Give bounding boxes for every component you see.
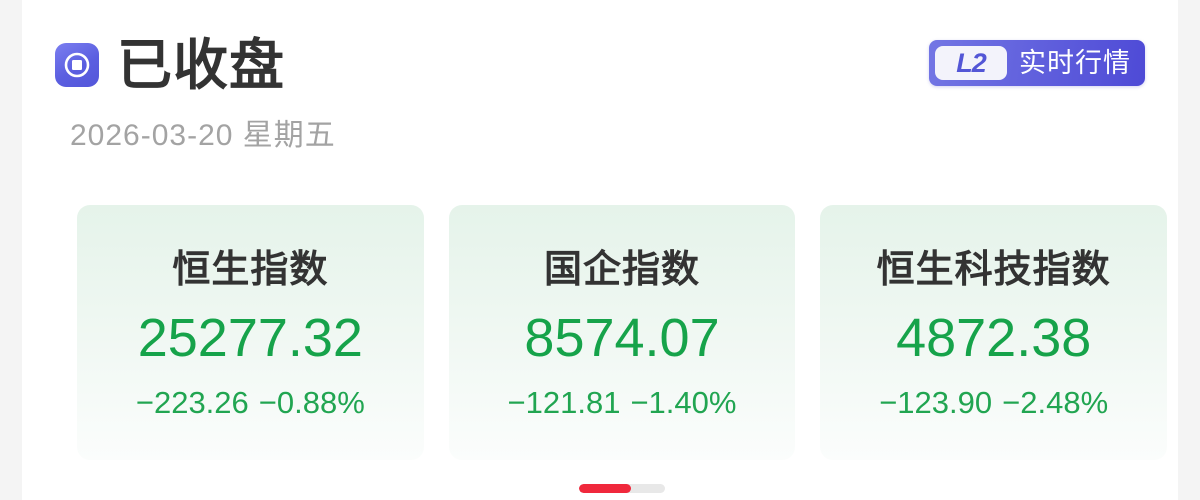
content-panel: 已收盘 L2 实时行情 2026-03-20 星期五 恒生指数 25277.32… (22, 0, 1178, 500)
index-change-absolute: −223.26 (135, 385, 249, 420)
index-name: 恒生指数 (172, 249, 329, 291)
l2-level-label: L2 (956, 47, 986, 78)
index-card-hang-seng[interactable]: 恒生指数 25277.32 −223.26 −0.88% (77, 205, 424, 460)
index-name: 恒生科技指数 (876, 249, 1111, 291)
index-card-hscei[interactable]: 国企指数 8574.07 −121.81 −1.40% (448, 205, 796, 460)
l2-level-pill: L2 (935, 46, 1007, 80)
market-closed-icon (55, 43, 99, 87)
index-change-absolute: −121.81 (507, 385, 621, 420)
market-date: 2026-03-20 星期五 (70, 119, 336, 152)
header: 已收盘 L2 实时行情 (55, 30, 1145, 100)
index-change-row: −121.81 −1.40% (508, 387, 737, 418)
l2-badge-label: 实时行情 (1019, 47, 1131, 78)
index-card-list: 恒生指数 25277.32 −223.26 −0.88% 国企指数 8574.07… (77, 205, 1168, 460)
index-value: 25277.32 (137, 308, 363, 368)
index-change-absolute: −123.90 (879, 385, 993, 420)
index-change-percent: −2.48% (1002, 385, 1109, 420)
index-change-row: −123.90 −2.48% (879, 387, 1108, 418)
page-title: 已收盘 (117, 33, 286, 96)
title-row: 已收盘 (55, 30, 1145, 100)
index-change-row: −223.26 −0.88% (136, 387, 365, 418)
index-card-hang-seng-tech[interactable]: 恒生科技指数 4872.38 −123.90 −2.48% (820, 205, 1168, 460)
index-value: 4872.38 (896, 308, 1092, 368)
index-name: 国企指数 (544, 249, 701, 291)
scroll-indicator-thumb[interactable] (579, 484, 631, 493)
l2-realtime-badge[interactable]: L2 实时行情 (929, 40, 1145, 86)
index-value: 8574.07 (524, 308, 720, 368)
scroll-indicator-track[interactable] (579, 484, 665, 493)
index-change-percent: −1.40% (630, 385, 737, 420)
index-change-percent: −0.88% (258, 385, 365, 420)
